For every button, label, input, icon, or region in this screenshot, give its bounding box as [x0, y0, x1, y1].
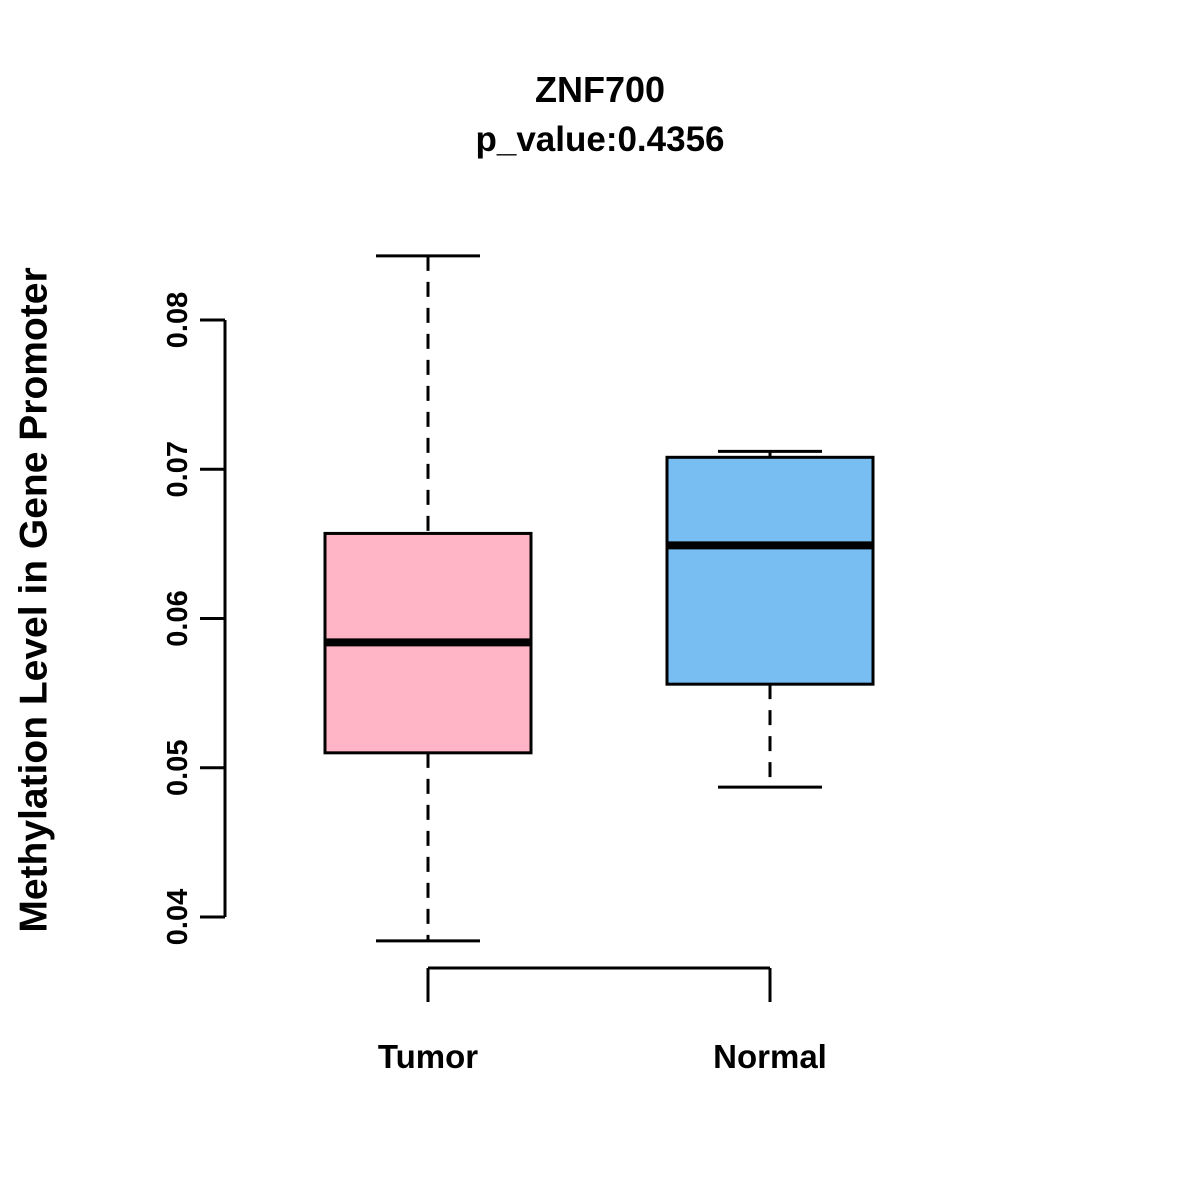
y-axis-label: Methylation Level in Gene Promoter [12, 267, 56, 933]
y-axis-tick-label: 0.05 [162, 740, 194, 796]
category-label: Tumor [378, 1038, 478, 1075]
y-axis-tick-label: 0.06 [162, 590, 194, 646]
chart-subtitle: p_value:0.4356 [475, 120, 725, 159]
iqr-box [665, 455, 875, 686]
y-axis-tick-label: 0.04 [162, 889, 194, 945]
y-axis-tick-label: 0.08 [162, 292, 194, 348]
category-label: Normal [713, 1038, 827, 1075]
y-axis-tick-label: 0.07 [162, 441, 194, 497]
chart-title: ZNF700 [534, 69, 666, 110]
